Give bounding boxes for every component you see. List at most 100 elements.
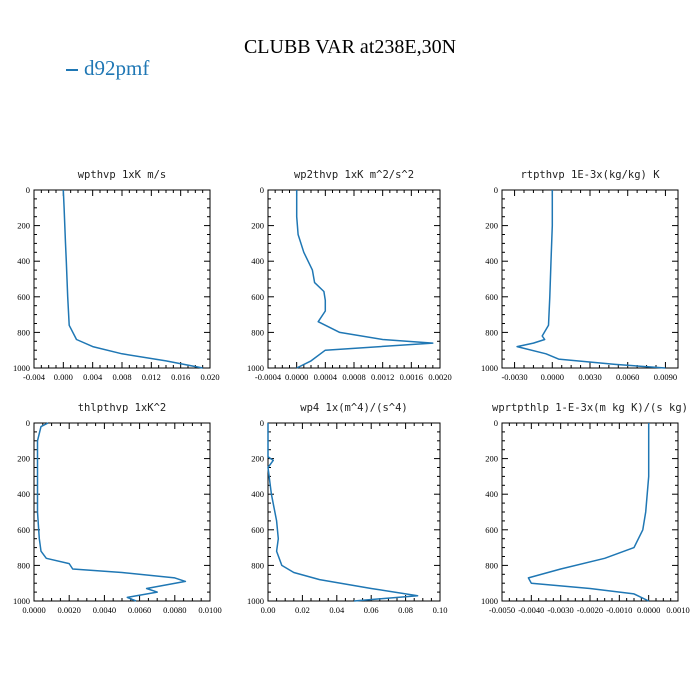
x-tick-label: 0.0000 [637, 605, 660, 615]
x-tick-label: 0.0090 [654, 372, 677, 382]
series-line-d92pmf [295, 190, 434, 369]
y-tick-label: 200 [251, 454, 264, 464]
panel-3: rtpthvp 1E-3x(kg/kg) K -0.0030 0.0000 0.003… [481, 169, 679, 382]
x-tick-label: 0.012 [142, 372, 161, 382]
y-tick-label: 600 [17, 292, 30, 302]
y-tick-label: 1000 [13, 363, 30, 373]
y-tick-label: 200 [17, 454, 30, 464]
plot-frame [33, 189, 211, 369]
x-tick-label: 0.0012 [371, 372, 394, 382]
x-tick-label: -0.0030 [548, 605, 574, 615]
panel-4: thlpthvp 1xK^2 0.0000 0.0020 0.0040 0.0060 0.… [13, 402, 222, 615]
x-tick-label: 0.0060 [616, 372, 639, 382]
series-line-d92pmf [36, 422, 187, 602]
y-tick-label: 800 [485, 560, 498, 570]
x-tick-label: 0.0010 [666, 605, 689, 615]
x-tick-label: -0.0010 [606, 605, 632, 615]
legend: d92pmf [66, 56, 149, 81]
y-tick-label: 0 [26, 185, 30, 195]
chart-title: CLUBB VAR at238E,30N [243, 36, 457, 58]
x-tick-label: 0.04 [329, 605, 345, 615]
x-tick-label: 0.02 [295, 605, 310, 615]
y-tick-label: 600 [17, 525, 30, 535]
x-tick-label: 0.0040 [93, 605, 116, 615]
x-tick-label: 0.0060 [128, 605, 151, 615]
y-tick-label: 800 [251, 327, 264, 337]
plot-frame [501, 422, 679, 602]
x-tick-label: 0.06 [364, 605, 379, 615]
x-tick-label: 0.08 [398, 605, 413, 615]
x-tick-label: 0.0000 [285, 372, 308, 382]
panel-title: wprtpthlp 1-E-3x(m kg K)/(s kg) [492, 402, 688, 414]
y-tick-label: 400 [17, 256, 30, 266]
y-tick-label: 0 [494, 418, 498, 428]
x-tick-label: 0.020 [200, 372, 219, 382]
x-tick-label: -0.004 [23, 372, 46, 382]
x-tick-label: -0.0040 [518, 605, 544, 615]
y-tick-label: 800 [17, 327, 30, 337]
panel-title: wp4 1x(m^4)/(s^4) [300, 402, 407, 414]
y-tick-label: 0 [260, 418, 264, 428]
panel-5: wp4 1x(m^4)/(s^4) 0.00 0.02 0.04 0.06 0.08 0.1… [247, 402, 447, 615]
panel-title: rtpthvp 1E-3x(kg/kg) K [520, 169, 660, 181]
y-tick-label: 0 [26, 418, 30, 428]
legend-swatch [66, 69, 78, 72]
y-tick-label: 1000 [481, 596, 498, 606]
x-tick-label: 0.00 [261, 605, 276, 615]
x-tick-label: 0.016 [171, 372, 190, 382]
y-tick-label: 800 [485, 327, 498, 337]
y-tick-label: 200 [485, 454, 498, 464]
x-tick-label: 0.0020 [428, 372, 451, 382]
panel-title: wp2thvp 1xK m^2/s^2 [294, 169, 414, 181]
y-tick-label: 600 [485, 525, 498, 535]
y-tick-label: 200 [485, 221, 498, 231]
series-line-d92pmf [267, 423, 419, 602]
panel-2: wp2thvp 1xK m^2/s^2 -0.0004 0.0000 0.0004 0.… [247, 169, 452, 382]
y-tick-label: 1000 [247, 363, 264, 373]
y-tick-label: 600 [251, 292, 264, 302]
x-tick-label: 0.0020 [58, 605, 81, 615]
x-tick-label: 0.0016 [400, 372, 423, 382]
series-line-d92pmf [527, 423, 650, 602]
y-tick-label: 0 [260, 185, 264, 195]
panel-title: wpthvp 1xK m/s [78, 169, 167, 181]
x-tick-label: -0.0020 [577, 605, 603, 615]
x-tick-label: 0.0000 [541, 372, 564, 382]
x-tick-label: 0.0008 [342, 372, 365, 382]
y-tick-label: 200 [17, 221, 30, 231]
y-tick-label: 600 [485, 292, 498, 302]
x-tick-label: 0.0080 [163, 605, 186, 615]
series-line-d92pmf [516, 190, 666, 369]
legend-label: d92pmf [84, 56, 150, 80]
panel-title: thlpthvp 1xK^2 [78, 402, 167, 414]
y-tick-label: 400 [485, 256, 498, 266]
plot-frame [267, 422, 441, 602]
x-tick-label: -0.0050 [489, 605, 515, 615]
x-tick-label: 0.0030 [578, 372, 601, 382]
y-tick-label: 400 [17, 489, 30, 499]
plot-frame [501, 189, 679, 369]
y-tick-label: 1000 [247, 596, 264, 606]
x-tick-label: 0.0004 [314, 372, 338, 382]
y-tick-label: 800 [251, 560, 264, 570]
y-tick-label: 0 [494, 185, 498, 195]
x-tick-label: 0.0100 [198, 605, 221, 615]
plot-frame [33, 422, 211, 602]
y-tick-label: 400 [251, 256, 264, 266]
x-tick-label: 0.000 [54, 372, 73, 382]
y-tick-label: 1000 [481, 363, 498, 373]
y-tick-label: 200 [251, 221, 264, 231]
y-tick-label: 600 [251, 525, 264, 535]
x-tick-label: -0.0004 [255, 372, 282, 382]
series-line-d92pmf [62, 189, 203, 369]
y-tick-label: 400 [485, 489, 498, 499]
x-tick-label: 0.0000 [22, 605, 45, 615]
panel-1: wpthvp 1xK m/s -0.004 0.000 0.004 0.008 0.012… [13, 169, 220, 382]
x-tick-label: 0.008 [112, 372, 131, 382]
y-tick-label: 400 [251, 489, 264, 499]
x-tick-label: 0.004 [83, 372, 103, 382]
y-tick-label: 1000 [13, 596, 30, 606]
y-tick-label: 800 [17, 560, 30, 570]
panel-6: wprtpthlp 1-E-3x(m kg K)/(s kg)-0.0050 -0… [481, 402, 690, 615]
